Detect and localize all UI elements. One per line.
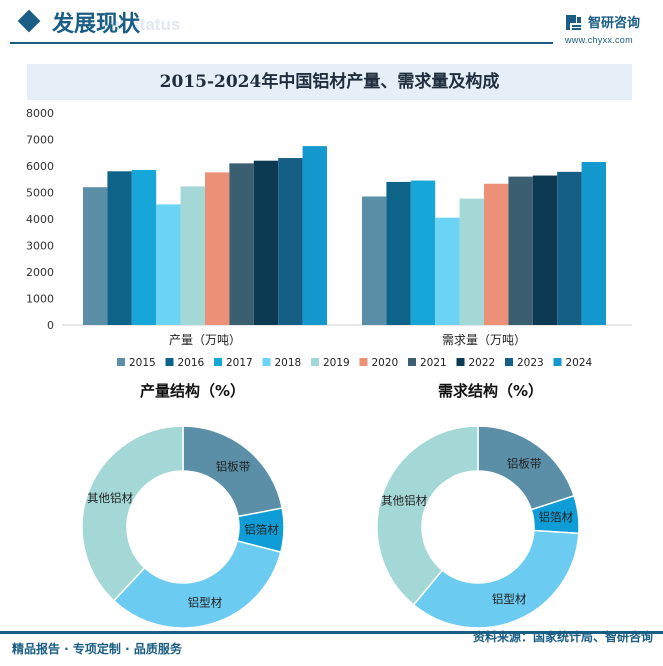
y-tick-label-8000: 8000 (26, 107, 54, 120)
donut-label-3: 其他铝材 (381, 493, 427, 507)
brand-url: www.chyxx.com (565, 35, 633, 45)
chart-title-banner: 2015-2024年中国铝材产量、需求量及构成 (27, 64, 632, 100)
bar-2018-demand (435, 217, 460, 325)
donut-slice-2 (412, 529, 580, 629)
donut-label-1: 铝箔材 (244, 522, 279, 536)
chart-title: 2015-2024年中国铝材产量、需求量及构成 (159, 72, 500, 92)
bar-2024-demand (581, 162, 606, 325)
bar-2022-production (253, 160, 279, 325)
bar-2020-demand (484, 183, 509, 325)
donut-slice-3 (81, 425, 184, 602)
bar-2016-production (107, 171, 132, 325)
bar-2015-demand (362, 196, 387, 325)
y-tick-label-7000: 7000 (26, 134, 54, 147)
legend-swatch-2023 (505, 358, 513, 366)
y-tick-label-3000: 3000 (26, 240, 54, 253)
legend-swatch-2022 (456, 358, 465, 366)
bar-2016-demand (386, 181, 411, 325)
legend-label-2015: 2015 (129, 357, 156, 369)
bar-2019-production (180, 186, 205, 325)
header-subtitle: ent status (100, 15, 181, 34)
brand-name: 智研咨询 (588, 16, 641, 31)
legend-label-2016: 2016 (178, 357, 205, 369)
legend-swatch-2016 (165, 358, 174, 366)
y-tick-label-0: 0 (47, 319, 54, 332)
legend-swatch-2021 (408, 358, 416, 366)
legend-label-2019: 2019 (323, 357, 350, 369)
bar-2023-demand (557, 171, 582, 325)
donut-label-2: 铝型材 (188, 595, 223, 609)
bar-2020-production (205, 172, 230, 325)
legend-label-2017: 2017 (226, 357, 253, 369)
bar-chart: 0 1000 2000 3000 4000 5000 6000 7000 8000 产量（万吨） 需… (26, 107, 632, 369)
bar-2024-production (302, 146, 327, 325)
bar-2023-production (278, 158, 303, 325)
legend-label-2023: 2023 (517, 357, 544, 369)
bar-2021-production (229, 163, 254, 325)
bar-2017-demand (410, 180, 436, 325)
footer-divider (0, 631, 663, 634)
bar-2021-demand (508, 176, 533, 325)
legend-swatch-2017 (214, 358, 222, 366)
legend-swatch-2020 (359, 358, 368, 366)
legend-label-2020: 2020 (372, 357, 399, 369)
donut-label-0: 铝板带 (216, 460, 251, 474)
bar-2018-production (156, 204, 181, 325)
donut-slice-2 (112, 540, 282, 629)
y-tick-label-1000: 1000 (26, 293, 54, 306)
legend-swatch-2018 (262, 358, 271, 366)
section-title: 发展现状 (52, 12, 141, 37)
x-category-label-1: 需求量（万吨） (442, 333, 526, 347)
legend-label-2018: 2018 (275, 357, 302, 369)
footer-slogan: 精品报告 · 专项定制 · 品质服务 (12, 642, 182, 656)
production-structure-title: 产量结构（%） (140, 382, 246, 400)
brand-logo-icon (565, 14, 582, 31)
data-source: 资料来源：国家统计局、智研咨询 (472, 630, 653, 644)
y-tick-label-4000: 4000 (26, 213, 54, 226)
bar-2019-demand (459, 198, 484, 325)
donut-label-3: 其他铝材 (87, 491, 133, 505)
x-category-label-0: 产量（万吨） (169, 333, 241, 347)
diamond-icon (17, 9, 41, 33)
legend-label-2021: 2021 (420, 357, 447, 369)
header: ent status 发展现状 智研咨询 www.chyxx.com (0, 0, 663, 52)
bar-2017-production (131, 169, 157, 325)
legend-label-2022: 2022 (469, 357, 496, 369)
legend-swatch-2019 (311, 358, 319, 366)
donut-label-0: 铝板带 (507, 456, 541, 470)
donut-label-2: 铝型材 (492, 592, 527, 606)
y-tick-label-5000: 5000 (26, 187, 54, 200)
legend-swatch-2024 (553, 358, 562, 366)
header-divider (10, 42, 553, 44)
bar-2015-production (83, 187, 108, 325)
y-tick-label-2000: 2000 (26, 266, 54, 279)
legend-label-2024: 2024 (566, 357, 593, 369)
donut-slice-3 (376, 425, 479, 606)
bar-2022-demand (532, 175, 558, 325)
donut-label-1: 铝箔材 (539, 510, 574, 524)
demand-structure-title: 需求结构（%） (438, 382, 544, 400)
legend-swatch-2015 (117, 358, 125, 366)
y-tick-label-6000: 6000 (26, 160, 54, 173)
